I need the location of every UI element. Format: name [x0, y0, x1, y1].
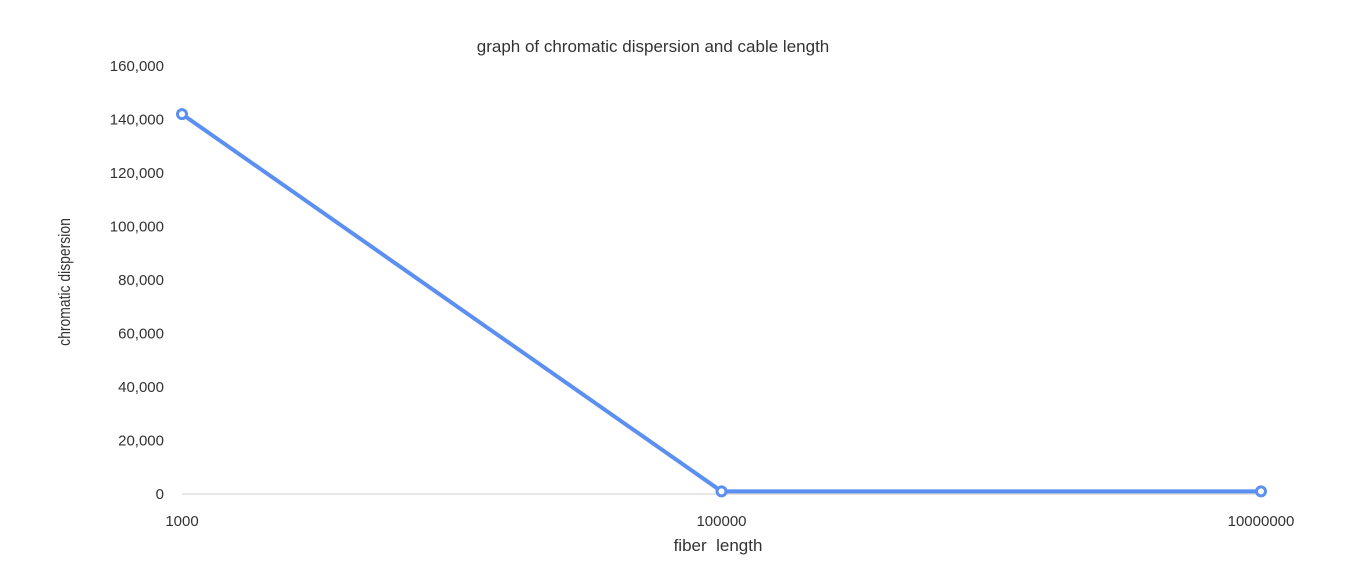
series-group: [176, 108, 1267, 498]
y-axis-ticks: 0 20,000 40,000 60,000 80,000 100,000 120,000 1…: [110, 58, 164, 503]
x-tick-label: 100000: [696, 513, 746, 530]
data-point[interactable]: [715, 485, 728, 498]
y-tick-label: 20,000: [118, 433, 164, 450]
y-tick-label: 60,000: [118, 326, 164, 343]
data-point[interactable]: [1255, 485, 1267, 498]
x-axis-title: fiber length: [674, 536, 763, 555]
x-tick-label: 1000: [165, 513, 198, 530]
x-tick-label: 10000000: [1228, 513, 1295, 530]
chart-title: graph of chromatic dispersion and cable …: [477, 37, 830, 56]
y-tick-label: 80,000: [118, 272, 164, 289]
y-tick-label: 120,000: [110, 165, 164, 182]
x-axis-ticks: 1000 100000 10000000: [165, 513, 1294, 530]
y-tick-label: 140,000: [110, 112, 164, 129]
data-point[interactable]: [176, 108, 188, 121]
y-tick-label: 0: [156, 486, 164, 503]
y-tick-label: 100,000: [110, 219, 164, 236]
y-tick-label: 160,000: [110, 58, 164, 75]
series-line: [180, 112, 1263, 494]
y-axis-title: chromatic dispersion: [56, 218, 75, 346]
y-tick-label: 40,000: [118, 379, 164, 396]
